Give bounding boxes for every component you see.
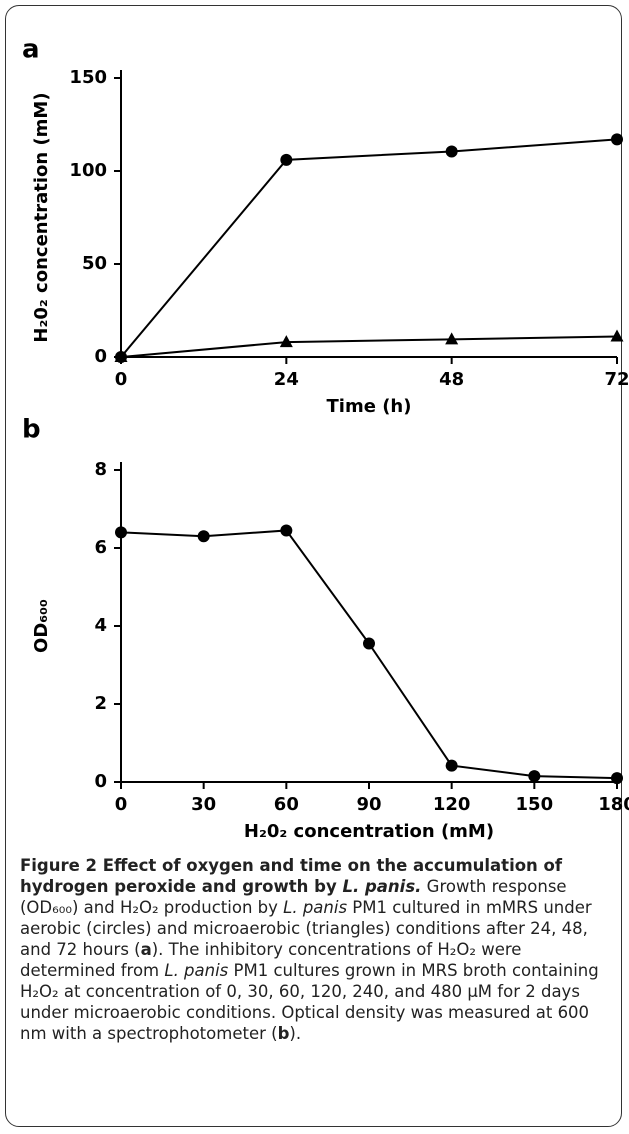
series-line <box>120 138 618 358</box>
panel-label: b <box>22 415 41 445</box>
y-tick-label: 0 <box>94 771 107 792</box>
marker <box>363 637 375 650</box>
x-tick-label: 60 <box>274 794 299 815</box>
caption-text: Growth response (OD₆₀₀) and H₂O₂ product… <box>20 877 567 917</box>
series-line <box>120 529 618 780</box>
x-tick-label: 0 <box>115 369 128 390</box>
caption-text: PM1 cultures grown in MRS broth containi… <box>20 961 599 1043</box>
marker <box>445 759 458 772</box>
caption-text: Figure 2 Effect of oxygen and time on th… <box>20 856 563 896</box>
y-tick-label: 2 <box>94 693 107 714</box>
marker <box>280 524 293 537</box>
x-tick-label: 90 <box>356 794 381 815</box>
marker <box>114 350 128 362</box>
x-tick-label: 30 <box>191 794 216 815</box>
x-tick-label: 72 <box>604 369 629 390</box>
marker <box>611 772 623 785</box>
y-tick-label: 50 <box>82 253 107 274</box>
caption-text: L. panis <box>283 898 348 917</box>
caption: Figure 2 Effect of oxygen and time on th… <box>20 855 618 1044</box>
y-axis-label: OD₆₀₀ <box>31 599 52 653</box>
series-line <box>120 335 618 358</box>
x-tick-label: 0 <box>115 794 128 815</box>
marker <box>611 133 623 146</box>
marker <box>279 335 293 348</box>
x-axis-label: Time (h) <box>327 396 412 417</box>
caption-text: ). The inhibitory concentrations of H₂O₂… <box>20 940 522 980</box>
panel-label: a <box>22 35 40 65</box>
marker <box>197 530 210 543</box>
marker <box>528 770 541 783</box>
figure-frame <box>5 5 622 1127</box>
x-tick-label: 48 <box>439 369 464 390</box>
caption-text: b <box>277 1024 290 1043</box>
x-tick-label: 120 <box>433 794 471 815</box>
y-axis-label: H₂0₂ concentration (mM) <box>31 92 52 342</box>
caption-text: L. panis <box>164 961 229 980</box>
x-tick-label: 24 <box>274 369 299 390</box>
marker <box>280 153 293 166</box>
marker <box>445 332 459 345</box>
x-axis-label: H₂0₂ concentration (mM) <box>244 821 494 842</box>
y-tick-label: 6 <box>94 537 107 558</box>
caption-text: PM1 cultured in mMRS under aerobic (circ… <box>20 898 592 959</box>
marker <box>445 145 458 158</box>
caption-text: ). <box>289 1024 302 1043</box>
x-tick-label: 180 <box>598 794 629 815</box>
marker <box>610 329 624 342</box>
y-tick-label: 150 <box>69 67 107 88</box>
y-tick-label: 4 <box>94 615 107 636</box>
y-tick-label: 100 <box>69 160 107 181</box>
marker <box>115 526 127 539</box>
y-tick-label: 8 <box>94 459 107 480</box>
x-tick-label: 150 <box>516 794 554 815</box>
y-tick-label: 0 <box>94 346 107 367</box>
caption-text: a <box>140 940 152 959</box>
caption-text: L. panis. <box>342 877 422 896</box>
